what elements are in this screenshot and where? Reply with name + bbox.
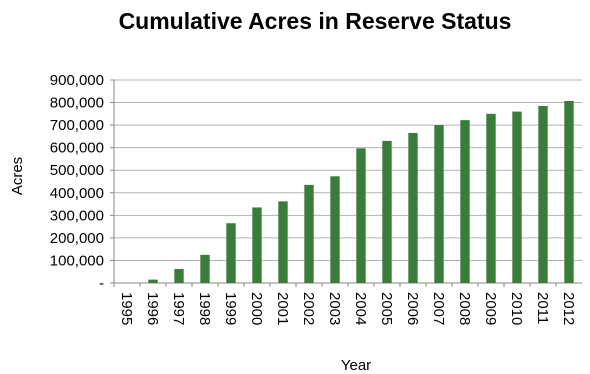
x-tick-label: 2000 (248, 292, 265, 325)
y-tick-label: 500,000 (50, 162, 104, 179)
x-tick-label: 1997 (170, 292, 187, 325)
y-axis-label: Acres (9, 157, 26, 195)
bar (226, 223, 236, 283)
bar (434, 125, 444, 283)
bar-layer (148, 100, 574, 283)
y-tick-label: 100,000 (50, 252, 104, 269)
x-tick-label: 2005 (378, 292, 395, 325)
y-tick-label: 300,000 (50, 207, 104, 224)
bar (460, 120, 470, 283)
x-axis-label: Year (341, 357, 371, 374)
y-tick-label: 200,000 (50, 230, 104, 247)
x-tick-label: 2004 (352, 292, 369, 325)
bar (486, 113, 496, 283)
x-tick-label: 2011 (534, 292, 551, 324)
y-tick-layer: - 100,000 200,000 300,000 400,000 500,000 600,… (50, 72, 104, 292)
x-tick-label: 2010 (508, 292, 525, 325)
bar (538, 105, 548, 283)
bar (408, 133, 418, 283)
y-tick-label: 600,000 (50, 140, 104, 157)
x-tick-label: 2002 (300, 292, 317, 325)
x-tick-label: 1999 (222, 292, 239, 325)
bar (252, 207, 262, 283)
y-tick-label: - (99, 275, 104, 292)
bar (330, 176, 340, 283)
x-tick-label: 2008 (456, 292, 473, 325)
x-tick-label: 2009 (482, 292, 499, 325)
bar (304, 184, 314, 283)
x-tick-label: 1995 (118, 292, 135, 325)
grid-layer (110, 79, 582, 287)
x-tick-label: 1996 (144, 292, 161, 325)
y-tick-label: 800,000 (50, 95, 104, 112)
bar (564, 100, 574, 283)
x-tick-label: 2006 (404, 292, 421, 325)
bar (512, 111, 522, 283)
x-tick-label: 2003 (326, 292, 343, 325)
x-tick-label: 1998 (196, 292, 213, 325)
y-tick-label: 900,000 (50, 72, 104, 89)
bar (174, 269, 184, 283)
x-tick-layer: 1995 1996 1997 1998 1999 2000 2001 2002 2003 2004… (118, 292, 577, 325)
y-tick-label: 400,000 (50, 185, 104, 202)
bar (148, 279, 158, 283)
y-tick-label: 700,000 (50, 117, 104, 134)
x-tick-label: 2001 (274, 292, 291, 325)
x-tick-label: 2007 (430, 292, 447, 325)
bar (356, 148, 366, 283)
bar (278, 201, 288, 283)
bar (200, 254, 210, 283)
chart-title: Cumulative Acres in Reserve Status (119, 8, 512, 34)
x-tick-label: 2012 (560, 292, 577, 325)
bar (382, 140, 392, 283)
